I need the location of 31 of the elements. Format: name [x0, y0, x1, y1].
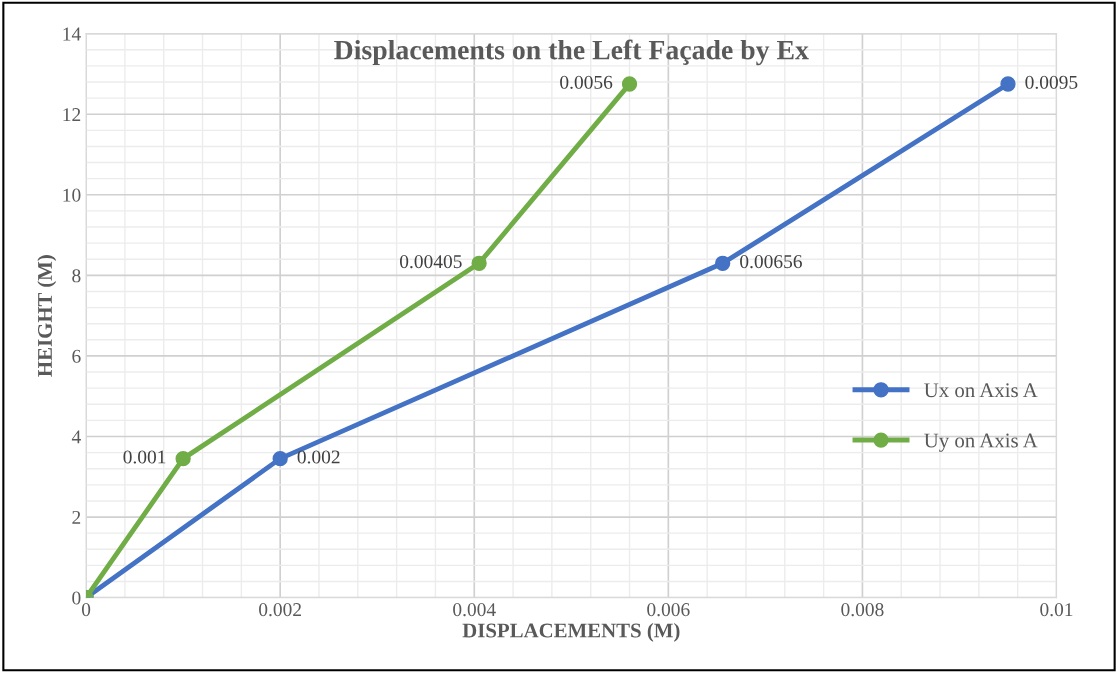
x-tick-label: 0.01	[1040, 603, 1073, 617]
x-tick-label: 0.008	[841, 603, 884, 617]
x-tick-label: 0.004	[453, 603, 496, 617]
x-tick-label: 0.002	[259, 603, 301, 617]
y-tick-label: 12	[63, 108, 81, 121]
y-tick-label: 0	[72, 591, 81, 605]
annotation: 0.0056	[560, 75, 613, 89]
annotation: 0.00405	[399, 255, 462, 269]
y-tick-label: 4	[71, 430, 81, 444]
annotation: 0.001	[123, 450, 166, 464]
annotation: 0.0095	[1025, 75, 1078, 89]
x-tick-label: 0.006	[647, 603, 690, 617]
y-tick-label: 14	[63, 27, 81, 41]
chart-title: Displacements on the Left Façade by Ex	[334, 39, 809, 66]
annotation: 0.00656	[740, 255, 802, 269]
y-tick-label: 2	[72, 510, 81, 524]
y-tick-label: 6	[72, 349, 81, 363]
y-tick-label: 10	[63, 188, 81, 202]
point	[471, 255, 487, 271]
y-tick-label: 8	[72, 269, 81, 283]
point	[272, 451, 288, 467]
point	[715, 255, 731, 271]
annotation: 0.002	[297, 450, 340, 464]
legend-label: Ux on Axis A	[924, 383, 1038, 398]
legend-label: Uy on Axis A	[924, 433, 1038, 452]
point	[1000, 76, 1016, 92]
point	[621, 76, 638, 92]
x-tick-label: 0	[81, 603, 91, 617]
point	[175, 451, 191, 467]
x-axis-title: DISPLACEMENTS (M)	[462, 622, 680, 642]
y-axis-title: HEIGHT (M)	[37, 255, 57, 377]
